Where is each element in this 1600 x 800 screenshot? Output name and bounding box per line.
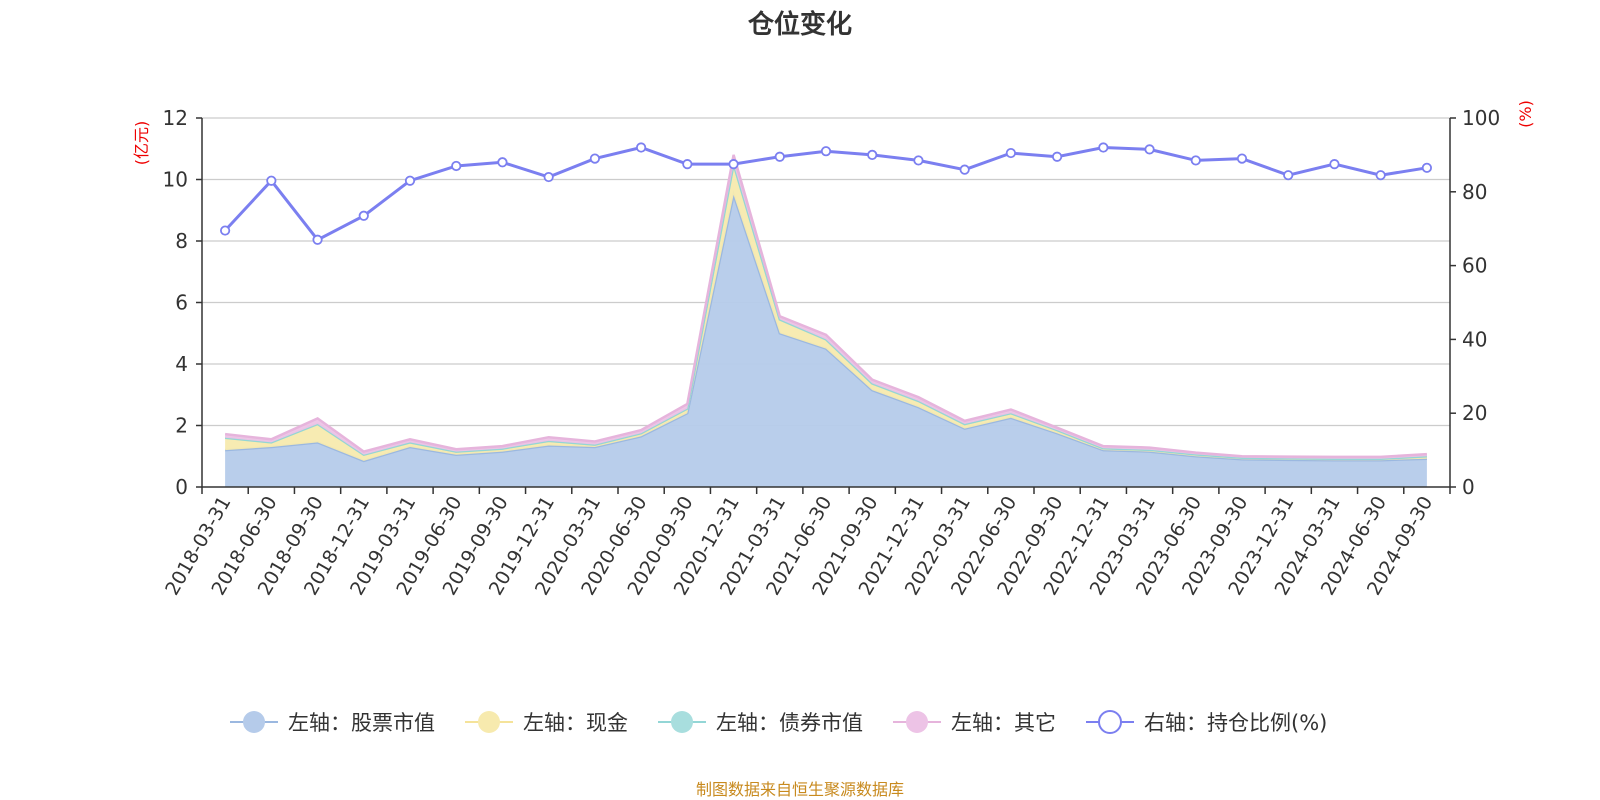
legend-item: 右轴：持仓比例(%): [1086, 710, 1327, 735]
line-point: [451, 160, 462, 172]
line-point: [312, 234, 323, 245]
line-point: [774, 151, 785, 162]
axis-layer: [196, 117, 1456, 494]
legend-item: 左轴：现金: [465, 711, 628, 735]
line-point: [1421, 162, 1432, 173]
line-point: [1236, 153, 1248, 164]
legend-label: 右轴：持仓比例(%): [1144, 711, 1327, 735]
line-point: [1144, 144, 1155, 155]
area-layer: [224, 154, 1427, 487]
y-right-tick-label: 100: [1462, 106, 1500, 130]
line-point: [1329, 159, 1340, 170]
line-point: [589, 153, 600, 164]
legend-marker: [243, 711, 265, 733]
y-right-tick-label: 20: [1462, 401, 1487, 425]
line-point: [1052, 151, 1063, 162]
line-point: [1098, 142, 1109, 153]
y-left-tick-label: 2: [175, 414, 188, 438]
y-left-tick-label: 4: [175, 352, 188, 376]
y-right-tick-label: 80: [1462, 180, 1487, 204]
y-left-tick-label: 10: [163, 168, 188, 192]
line-point: [266, 175, 277, 186]
line-layer: [220, 142, 1432, 245]
legend-label: 左轴：股票市值: [288, 711, 435, 735]
y-left-tick-label: 8: [175, 229, 188, 253]
legend-item: 左轴：其它: [893, 711, 1056, 735]
line-point: [636, 142, 647, 153]
line-point: [1005, 147, 1016, 159]
y-left-unit: (亿元): [132, 121, 151, 166]
line-point: [820, 146, 832, 157]
legend-label: 左轴：债券市值: [716, 711, 863, 735]
line-point: [682, 159, 693, 170]
line-point: [220, 225, 231, 236]
area-line-左轴：其它: [224, 154, 1427, 459]
legend-marker: [1098, 710, 1122, 734]
legend-item: 左轴：债券市值: [658, 711, 863, 735]
legend-marker: [478, 711, 500, 733]
y-right-tick-label: 0: [1462, 475, 1475, 499]
legend-item: 左轴：股票市值: [230, 711, 435, 735]
y-left-tick-label: 6: [175, 291, 188, 315]
line-point: [404, 175, 416, 186]
line-series: [224, 145, 1428, 242]
source-note: 制图数据来自恒生聚源数据库: [695, 780, 904, 799]
line-point: [497, 157, 508, 168]
line-point: [728, 159, 739, 170]
y-left-tick-label: 12: [163, 106, 188, 130]
y-right-tick-label: 60: [1462, 254, 1487, 278]
legend-label: 左轴：其它: [951, 711, 1056, 735]
line-point: [867, 149, 878, 160]
line-point: [1190, 155, 1201, 166]
line-point: [959, 164, 970, 175]
y-right-unit: (%): [1516, 100, 1535, 128]
y-right-tick-label: 40: [1462, 327, 1487, 351]
chart-title: 仓位变化: [747, 10, 852, 40]
legend-marker: [671, 711, 693, 733]
line-point: [358, 210, 369, 221]
line-point: [1283, 170, 1294, 181]
line-point: [913, 155, 924, 166]
line-point: [1375, 170, 1386, 181]
area-左轴：股票市值: [225, 194, 1427, 487]
y-left-tick-label: 0: [175, 475, 188, 499]
legend-label: 左轴：现金: [523, 711, 628, 735]
legend-marker: [906, 711, 928, 733]
line-point: [543, 171, 554, 183]
legend: 左轴：股票市值 左轴：现金 左轴：债券市值 左轴：其它 右轴：持仓比例(%): [230, 710, 1327, 735]
